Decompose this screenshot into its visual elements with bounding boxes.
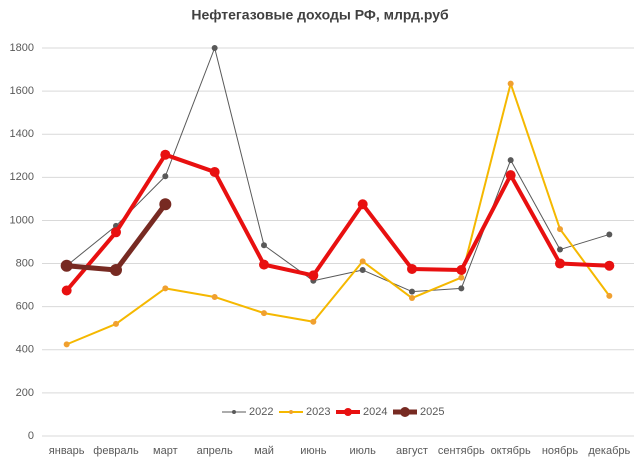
y-tick-label: 800 bbox=[16, 257, 34, 269]
marker bbox=[61, 285, 72, 296]
x-tick-label: сентябрь bbox=[438, 445, 485, 457]
marker bbox=[357, 199, 368, 210]
y-tick-label: 1600 bbox=[10, 85, 34, 97]
marker bbox=[259, 259, 269, 270]
marker bbox=[604, 260, 615, 271]
marker bbox=[359, 258, 366, 265]
marker bbox=[456, 265, 467, 276]
marker bbox=[458, 274, 465, 281]
y-tick-label: 200 bbox=[16, 387, 34, 399]
legend-label: 2023 bbox=[306, 406, 330, 418]
x-tick-label: октябрь bbox=[491, 445, 531, 457]
y-tick-label: 0 bbox=[28, 430, 34, 442]
marker bbox=[261, 310, 267, 317]
marker bbox=[557, 246, 563, 253]
y-tick-label: 600 bbox=[16, 301, 34, 313]
legend-marker bbox=[289, 410, 293, 414]
y-tick-label: 1800 bbox=[10, 42, 34, 54]
marker bbox=[63, 341, 70, 348]
marker bbox=[555, 258, 565, 269]
marker bbox=[211, 45, 218, 51]
marker bbox=[407, 263, 417, 274]
y-tick-label: 1200 bbox=[10, 171, 34, 183]
marker bbox=[211, 293, 218, 300]
y-tick-label: 1400 bbox=[10, 128, 34, 140]
x-tick-label: февраль bbox=[93, 445, 139, 457]
marker bbox=[409, 288, 415, 295]
marker bbox=[557, 226, 563, 233]
x-tick-label: июнь bbox=[300, 445, 326, 457]
x-tick-label: апрель bbox=[197, 445, 233, 457]
x-tick-label: январь bbox=[49, 445, 85, 457]
marker bbox=[113, 320, 119, 327]
x-tick-label: ноябрь bbox=[542, 445, 579, 457]
chart-title: Нефтегазовые доходы РФ, млрд.руб bbox=[191, 7, 449, 23]
x-tick-label: июль bbox=[350, 445, 377, 457]
marker bbox=[458, 285, 465, 292]
marker bbox=[160, 149, 171, 160]
legend-marker bbox=[400, 407, 410, 417]
series-line bbox=[66, 47, 610, 293]
x-tick-label: май bbox=[254, 445, 274, 457]
series-line bbox=[65, 82, 611, 346]
marker bbox=[409, 295, 415, 302]
x-tick-label: декабрь bbox=[588, 445, 630, 457]
marker bbox=[606, 292, 613, 299]
y-tick-label: 400 bbox=[16, 344, 34, 356]
series-line bbox=[64, 152, 612, 293]
legend-label: 2024 bbox=[363, 406, 387, 418]
marker bbox=[111, 227, 121, 238]
marker bbox=[162, 173, 169, 180]
marker bbox=[209, 166, 220, 177]
marker bbox=[606, 231, 613, 238]
marker bbox=[308, 270, 319, 281]
legend-label: 2025 bbox=[420, 406, 444, 418]
x-tick-label: март bbox=[153, 445, 178, 457]
marker bbox=[507, 80, 514, 87]
marker bbox=[261, 242, 267, 249]
legend-marker bbox=[232, 410, 236, 414]
marker bbox=[162, 285, 169, 292]
marker bbox=[507, 157, 514, 164]
marker bbox=[60, 259, 73, 272]
legend-marker bbox=[344, 408, 352, 416]
marker bbox=[310, 318, 317, 325]
legend-label: 2022 bbox=[249, 406, 273, 418]
x-tick-label: август bbox=[396, 445, 428, 457]
y-tick-label: 1000 bbox=[10, 214, 34, 226]
marker bbox=[505, 170, 516, 181]
marker bbox=[159, 198, 172, 211]
marker bbox=[359, 267, 366, 274]
marker bbox=[110, 264, 122, 277]
